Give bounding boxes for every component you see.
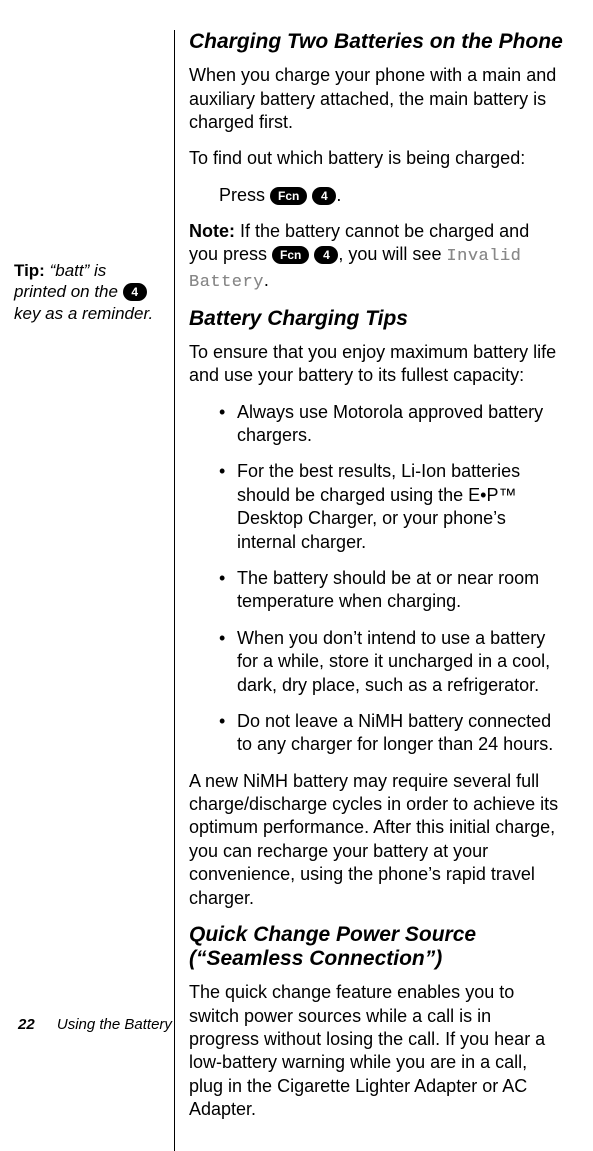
sidebar-tip: Tip: “batt” is printed on the 4 key as a… xyxy=(14,30,174,1151)
page-container: Tip: “batt” is printed on the 4 key as a… xyxy=(0,0,593,1151)
key-4-icon: 4 xyxy=(123,283,147,301)
note-label: Note: xyxy=(189,221,235,241)
para-findout: To find out which battery is being charg… xyxy=(189,147,563,170)
press-label: Press xyxy=(219,185,270,205)
footer-section: Using the Battery xyxy=(57,1016,172,1033)
para-charge-desc: When you charge your phone with a main a… xyxy=(189,64,563,134)
tip-label: Tip: xyxy=(14,261,45,280)
key-fcn-icon: Fcn xyxy=(272,246,309,264)
para-note: Note: If the battery cannot be charged a… xyxy=(189,220,563,294)
para-tips-intro: To ensure that you enjoy maximum battery… xyxy=(189,341,563,388)
heading-charging-two: Charging Two Batteries on the Phone xyxy=(189,30,563,54)
list-item: Always use Motorola approved battery cha… xyxy=(219,401,563,448)
main-content: Charging Two Batteries on the Phone When… xyxy=(174,30,563,1151)
tip-text-2: key as a reminder. xyxy=(14,304,153,323)
press-end: . xyxy=(336,185,341,205)
para-press: Press Fcn 4. xyxy=(189,184,563,207)
note-text-3: . xyxy=(264,270,269,290)
key-fcn-icon: Fcn xyxy=(270,187,307,205)
para-tips-outro: A new NiMH battery may require several f… xyxy=(189,770,563,910)
list-item: When you don’t intend to use a battery f… xyxy=(219,627,563,697)
heading-quick-change: Quick Change Power Source (“Seamless Con… xyxy=(189,923,563,971)
para-quick-change: The quick change feature enables you to … xyxy=(189,981,563,1121)
key-4-icon: 4 xyxy=(312,187,336,205)
page-number: 22 xyxy=(18,1016,35,1033)
key-4-icon: 4 xyxy=(314,246,338,264)
list-item: For the best results, Li-Ion batteries s… xyxy=(219,460,563,554)
note-text-2: , you will see xyxy=(338,244,446,264)
tips-list: Always use Motorola approved battery cha… xyxy=(189,401,563,757)
list-item: The battery should be at or near room te… xyxy=(219,567,563,614)
heading-tips: Battery Charging Tips xyxy=(189,307,563,331)
page-footer: 22 Using the Battery xyxy=(18,1016,172,1033)
list-item: Do not leave a NiMH battery connected to… xyxy=(219,710,563,757)
